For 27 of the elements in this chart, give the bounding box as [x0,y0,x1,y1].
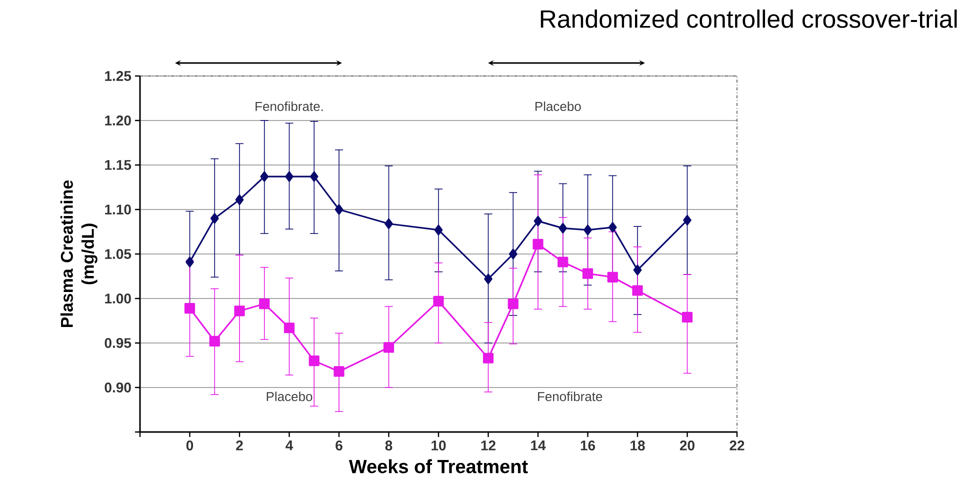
x-tick-label: 10 [432,440,446,450]
chart-title: Randomized controlled crossover-trial [540,10,957,28]
annotation: Fenofibrate. [256,101,323,112]
y-tick-label: 1.15 [105,160,132,170]
y-tick-label: 0.90 [104,382,131,392]
y-tick-label: 1.05 [105,249,132,259]
x-tick-label: 4 [286,440,294,450]
x-axis-title: Weeks of Treatment [348,459,528,474]
x-tick-label: 8 [385,440,392,450]
x-tick-label: 6 [336,440,342,450]
annotation: Placebo [266,392,312,402]
x-tick-label: 22 [730,440,744,450]
y-axis-title: Plasma Creatinine (mg/dL) [60,180,98,328]
y-tick-label: 1.10 [105,204,131,214]
y-tick-label: 1.25 [105,71,132,81]
y-tick-label: 1.00 [105,294,131,304]
x-tick-label: 12 [481,440,496,450]
x-tick-label: 0 [186,440,194,450]
x-tick-label: 18 [630,440,645,450]
annotation: Fenofibrate [538,392,602,402]
y-tick-label: 1.20 [105,116,131,126]
x-tick-label: 20 [680,440,694,450]
x-tick-label: 14 [531,440,546,450]
y-tick-label: 0.95 [104,338,132,348]
x-tick-label: 16 [580,440,596,450]
annotation: Placebo [535,101,581,112]
x-tick-label: 2 [236,440,243,450]
